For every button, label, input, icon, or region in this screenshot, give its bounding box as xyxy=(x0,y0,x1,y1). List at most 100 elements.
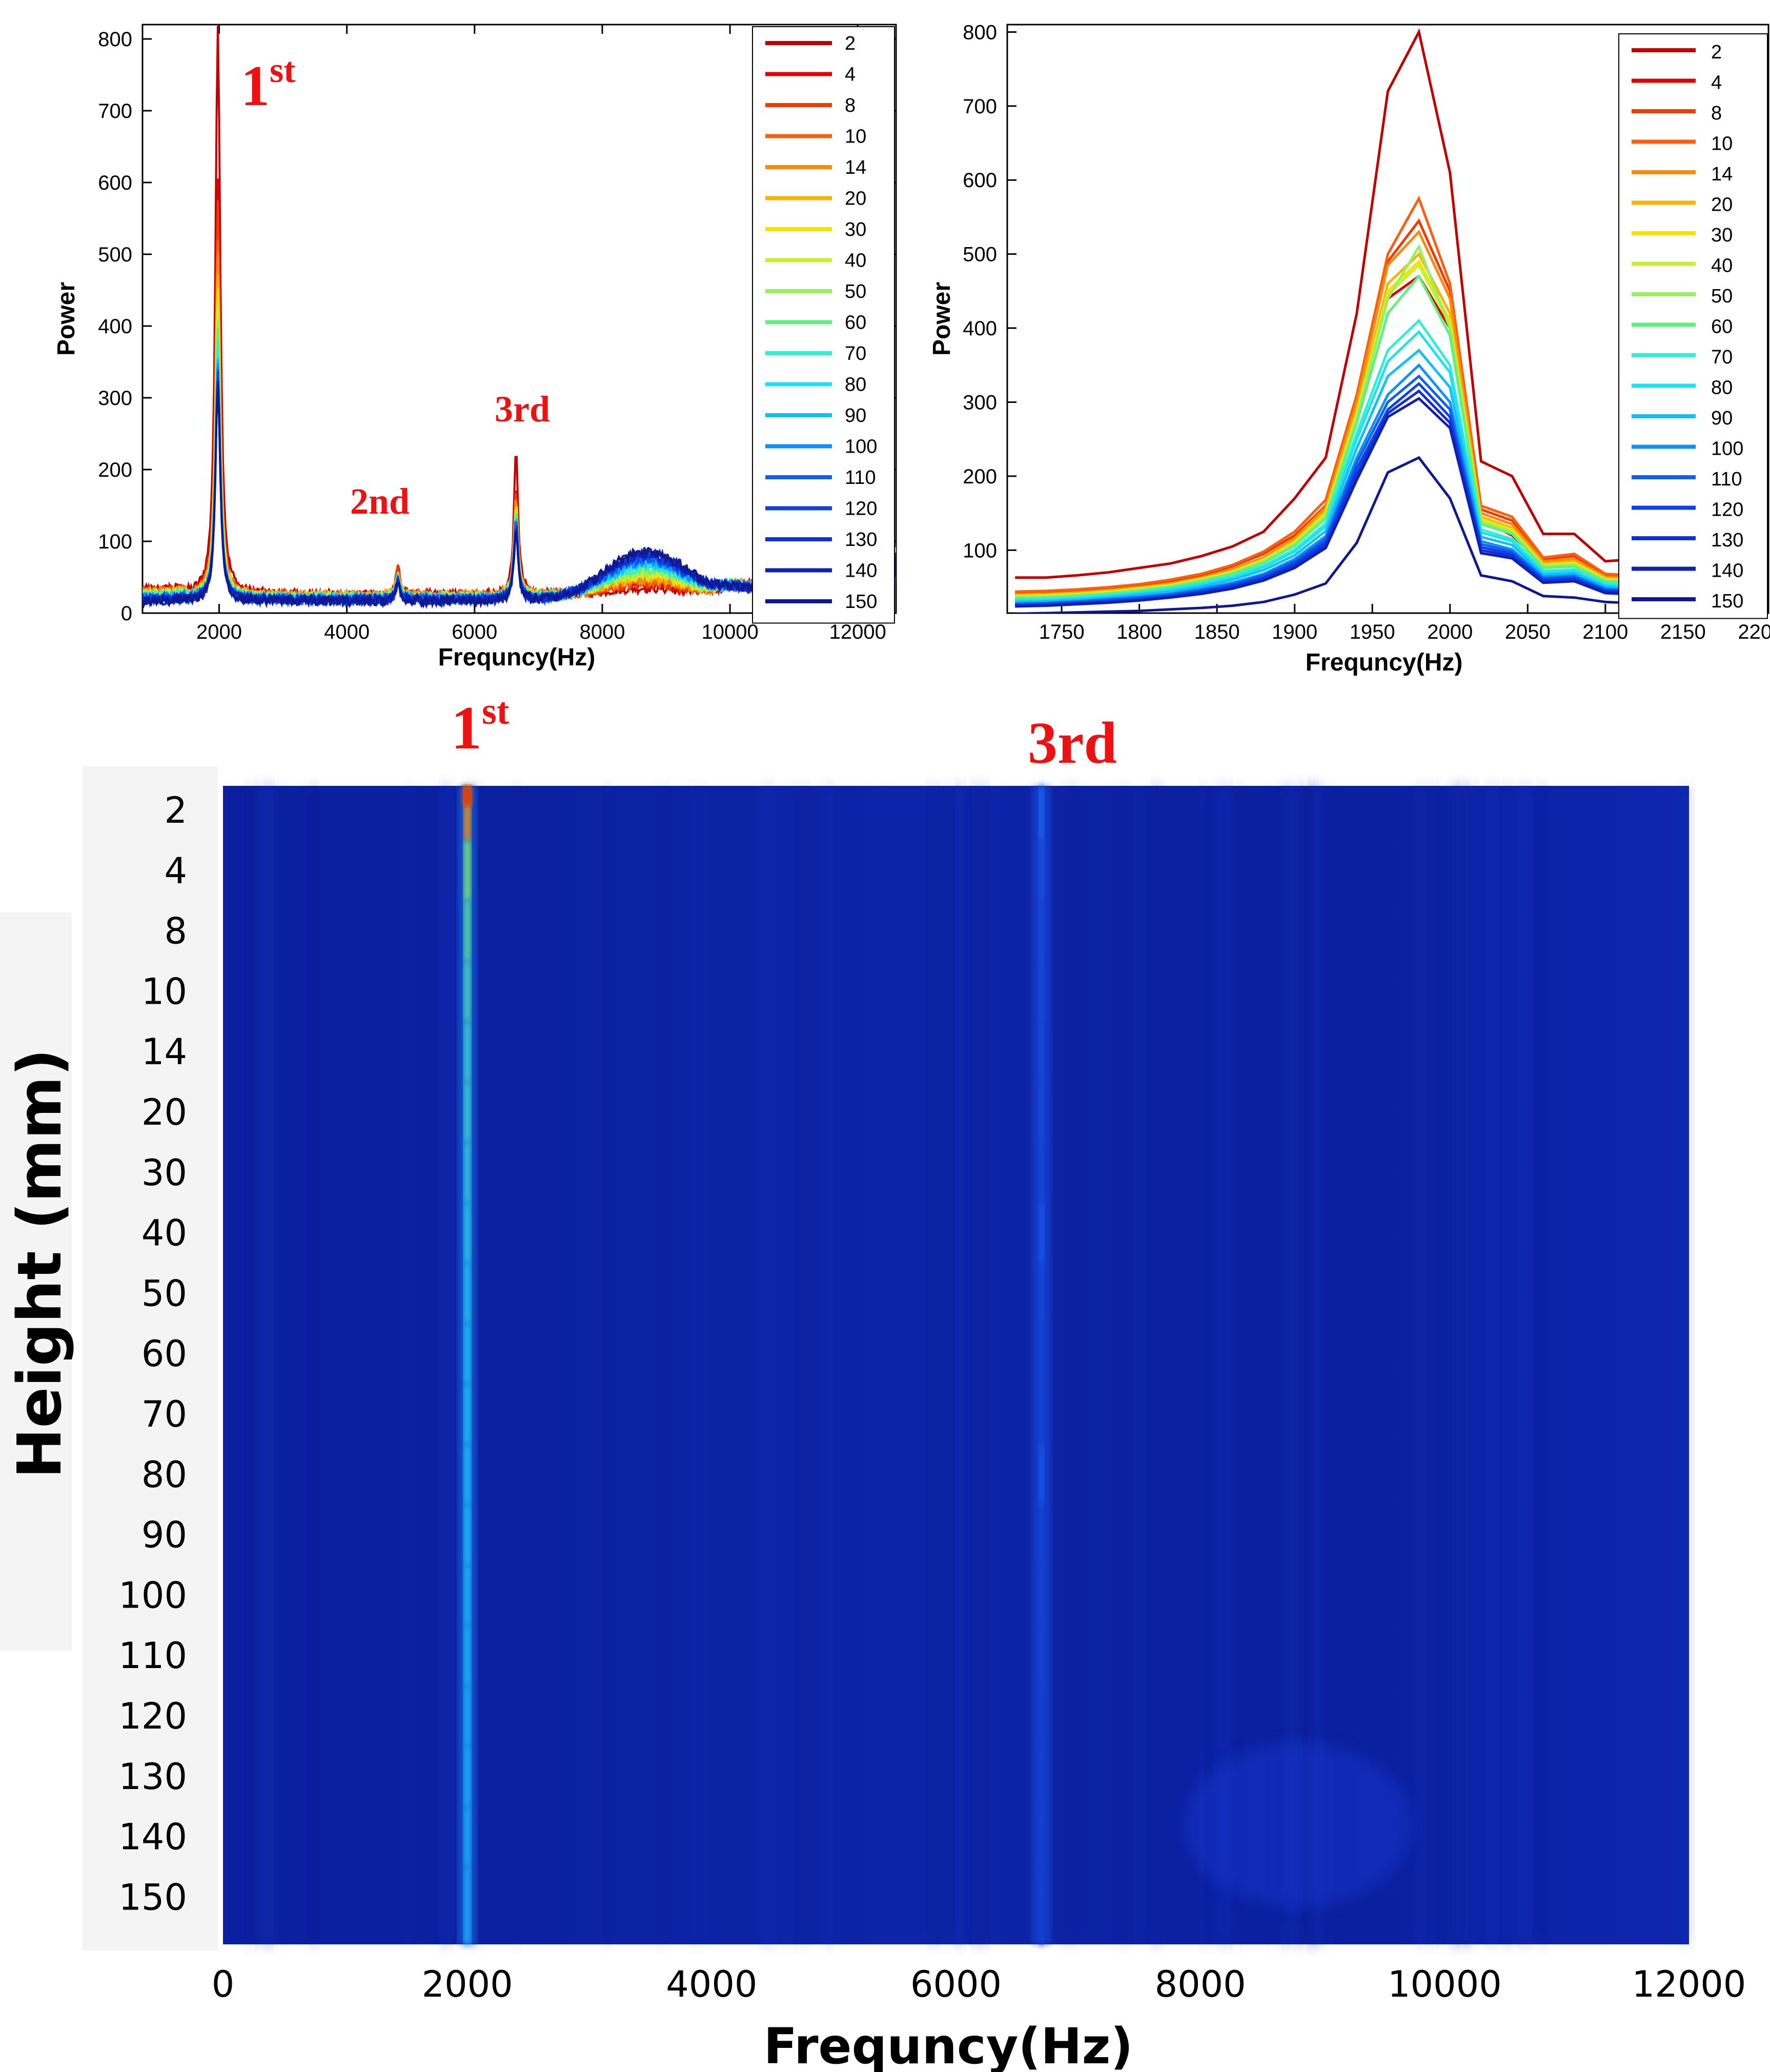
heatmap-y-tick-label: 100 xyxy=(118,1574,187,1616)
heatmap-x-tick-label: 6000 xyxy=(910,1963,1002,2005)
chart2-legend-label: 140 xyxy=(1711,560,1743,582)
heatmap-band-cell xyxy=(463,1626,471,1687)
heatmap-streak xyxy=(1236,786,1243,1944)
heatmap-band-cell xyxy=(1039,840,1044,901)
heatmap-band-cell xyxy=(463,901,471,962)
heatmap-streak xyxy=(656,786,670,1944)
heatmap-streak xyxy=(684,786,696,1944)
chart1-legend-label: 30 xyxy=(845,219,866,240)
heatmap-streak xyxy=(1199,786,1206,1944)
heatmap-y-tick-label: 70 xyxy=(141,1393,187,1435)
heatmap-streak xyxy=(604,786,612,1944)
chart2-legend-label: 110 xyxy=(1711,469,1742,490)
heatmap-band-cell xyxy=(463,1505,471,1566)
heatmap-streak xyxy=(760,786,776,1944)
heatmap-streak xyxy=(1230,786,1235,1944)
heatmap-y-tick-label: 40 xyxy=(141,1212,187,1254)
heatmap-band-cell xyxy=(463,1203,471,1264)
heatmap-band-cell xyxy=(463,1022,471,1083)
chart1-legend-label: 8 xyxy=(845,95,856,116)
heatmap-x-tick-label: 12000 xyxy=(1632,1963,1746,2005)
chart2-y-tick-label: 700 xyxy=(963,95,997,118)
heatmap-x-tick-label: 8000 xyxy=(1155,1963,1246,2005)
chart2-legend-label: 2 xyxy=(1711,42,1722,63)
chart1-legend-label: 90 xyxy=(845,405,866,426)
chart1-x-tick-label: 6000 xyxy=(452,621,497,643)
chart1-x-tick-label: 12000 xyxy=(829,621,886,643)
heatmap-band-cell xyxy=(1039,1203,1044,1264)
chart2-legend-label: 120 xyxy=(1711,499,1743,521)
heatmap-y-tick-label: 10 xyxy=(141,970,187,1012)
heatmap-annotation-1st: 1st xyxy=(451,690,510,762)
chart2-x-tick-label: 1900 xyxy=(1272,621,1317,643)
heatmap-streak xyxy=(1438,786,1448,1944)
heatmap-bands xyxy=(458,786,1051,1944)
heatmap-band-cell xyxy=(463,1565,471,1626)
chart2-legend-label: 20 xyxy=(1711,194,1733,216)
heatmap-x-tick-label: 0 xyxy=(212,1963,235,2005)
heatmap-band-cell xyxy=(1039,1626,1044,1687)
heatmap-streak xyxy=(674,786,678,1944)
heatmap-y-tick-label: 8 xyxy=(164,910,187,952)
chart1-legend-label: 2 xyxy=(845,33,856,54)
chart2-y-tick-label: 400 xyxy=(963,317,997,340)
heatmap-y-tick-label: 90 xyxy=(141,1514,187,1556)
chart2-x-tick-label: 2000 xyxy=(1427,621,1473,643)
heatmap-band-cell xyxy=(463,1867,471,1944)
overview-spectrum-chart: 2000 4000 6000 8000 10000 12000 0 100 200 300 400 5… xyxy=(53,24,897,671)
heatmap-band-cell xyxy=(463,1142,471,1203)
heatmap-band-cell xyxy=(463,1806,471,1867)
heatmap-streak xyxy=(939,786,958,1944)
heatmap-band-cell xyxy=(1039,961,1044,1022)
chart1-annotation-2nd: 2nd xyxy=(350,481,410,522)
chart2-y-tick-label: 800 xyxy=(963,21,997,44)
heatmap-band-cell xyxy=(1039,1686,1044,1746)
chart1-y-tick-label: 500 xyxy=(98,243,132,266)
chart2-tick-labels: 1750180018501900195020002050210021502200… xyxy=(963,21,1770,643)
heatmap-band-cell xyxy=(463,1686,471,1746)
heatmap-tick-backdrop xyxy=(82,766,218,1951)
chart1-legend-label: 14 xyxy=(845,157,866,178)
heatmap-x-tick-label: 4000 xyxy=(666,1963,757,2005)
chart1-y-tick-label: 700 xyxy=(98,100,132,123)
chart1-legend-label: 120 xyxy=(845,498,877,520)
chart2-y-tick-label: 200 xyxy=(963,465,997,488)
heatmap-streak xyxy=(795,786,810,1944)
heatmap-streak xyxy=(1415,786,1425,1944)
chart1-legend-label: 110 xyxy=(845,467,876,489)
chart2-x-tick-label: 2100 xyxy=(1582,621,1628,643)
chart1-y-tick-label: 200 xyxy=(98,459,132,481)
heatmap-streak xyxy=(311,786,319,1944)
heatmap-streak xyxy=(964,786,972,1944)
chart1-y-tick-label: 300 xyxy=(98,387,132,410)
heatmap-band-cell xyxy=(1039,1384,1044,1445)
chart1-annotation-1st-sup: st xyxy=(270,51,296,90)
heatmap-streak xyxy=(1024,786,1029,1944)
heatmap-annotation-1st-sup: st xyxy=(482,690,510,733)
chart1-x-tick-label: 4000 xyxy=(324,621,370,643)
heatmap-band-cell xyxy=(463,1444,471,1505)
zoom-spectrum-chart: 1750180018501900195020002050210021502200… xyxy=(928,21,1770,676)
heatmap-texture xyxy=(245,786,1694,1944)
heatmap-band-cell xyxy=(463,1324,471,1385)
heatmap-band-cell xyxy=(1039,901,1044,962)
chart1-y-tick-label: 600 xyxy=(98,172,132,194)
heatmap-y-tick-label: 150 xyxy=(118,1876,187,1918)
heatmap-band-cell xyxy=(1039,1806,1044,1867)
chart1-legend-label: 140 xyxy=(845,560,877,582)
chart1-tick-labels: 2000 4000 6000 8000 10000 12000 0 100 200 300 400 5… xyxy=(98,28,886,643)
heatmap-band-cell xyxy=(1039,786,1044,841)
heatmap-streak xyxy=(1321,786,1333,1944)
heatmap-band-cell xyxy=(1039,1022,1044,1083)
heatmap-streak xyxy=(779,786,794,1944)
heatmap-y-tick-label: 4 xyxy=(164,850,187,892)
heatmap-streak xyxy=(1267,786,1271,1944)
heatmap-band-cell xyxy=(463,1384,471,1445)
heatmap-annotation-1st-text: 1 xyxy=(451,694,482,762)
heatmap-streak xyxy=(1466,786,1478,1944)
chart1-legend-label: 70 xyxy=(845,343,866,364)
heatmap-x-axis-label: Frequncy(Hz) xyxy=(764,2018,1133,2072)
chart2-x-tick-label: 1750 xyxy=(1039,621,1085,643)
chart2-legend-label: 60 xyxy=(1711,316,1733,338)
chart1-legend-label: 40 xyxy=(845,250,866,272)
